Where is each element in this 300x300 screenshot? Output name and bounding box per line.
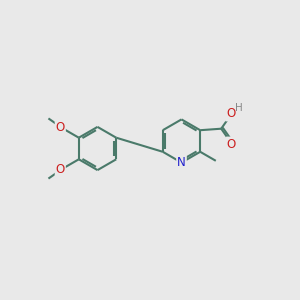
Text: O: O [56,163,65,176]
Text: N: N [177,156,186,169]
Text: H: H [235,103,243,113]
Text: O: O [226,137,236,151]
Text: O: O [226,107,235,121]
Text: O: O [56,121,65,134]
